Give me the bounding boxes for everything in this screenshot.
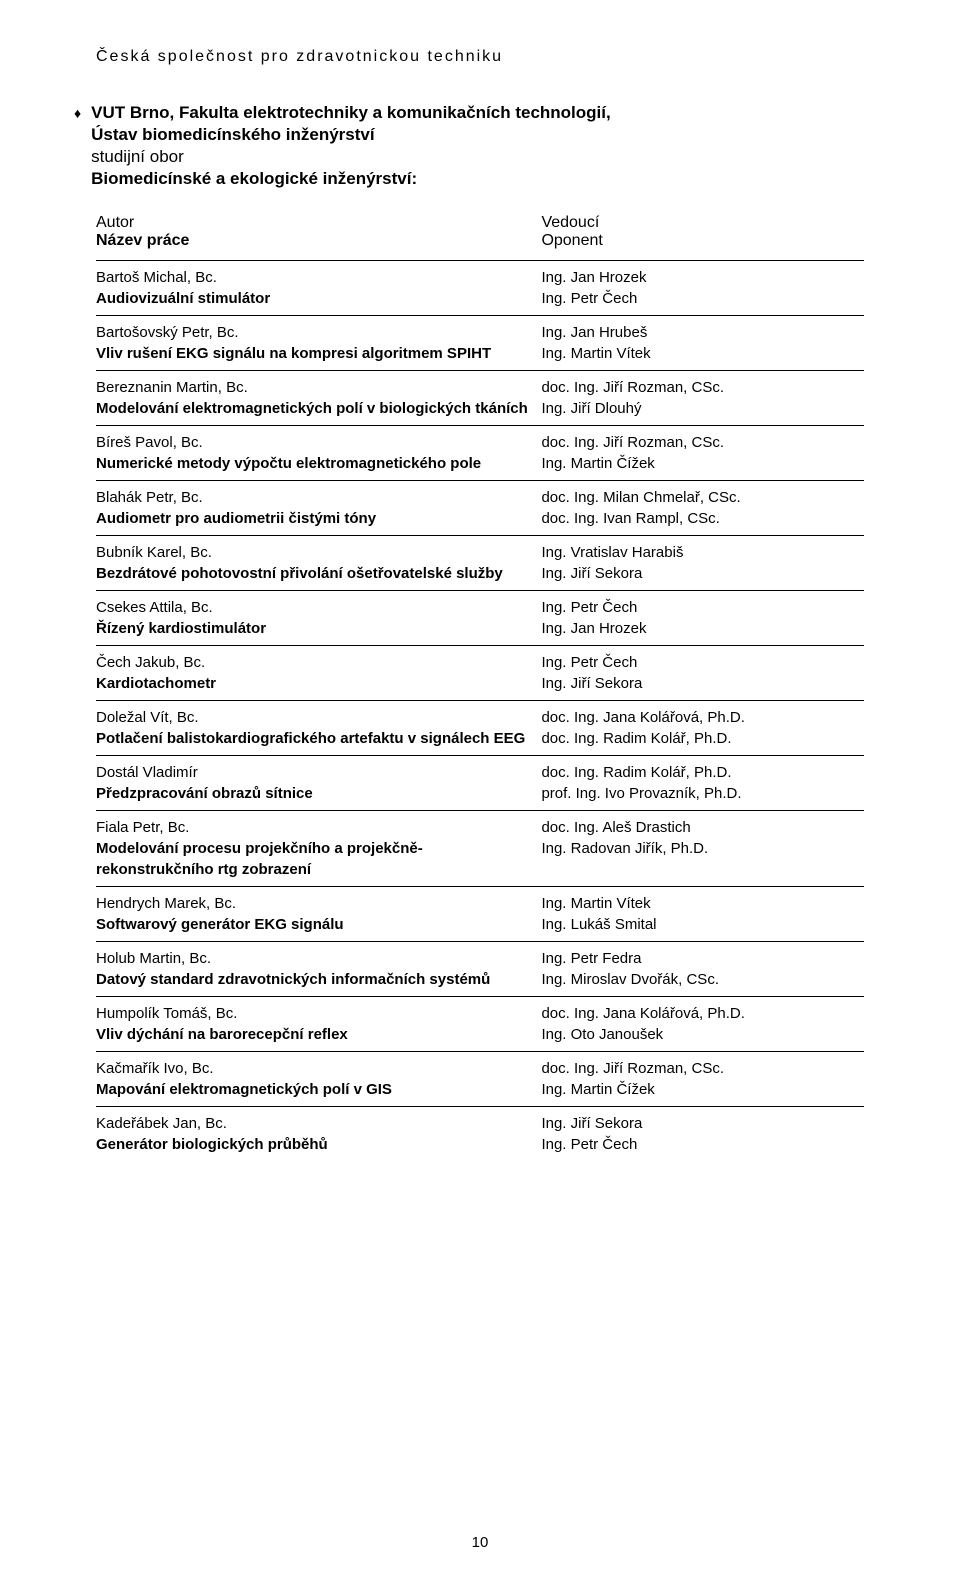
col-author: Autor bbox=[96, 214, 541, 232]
entry-row: Hendrych Marek, Bc.Ing. Martin VítekSoft… bbox=[96, 886, 864, 941]
entry-supervisor: Ing. Vratislav Harabiš bbox=[541, 542, 864, 563]
entry-opponent: doc. Ing. Radim Kolář, Ph.D. bbox=[541, 728, 864, 749]
entry-row: Bubník Karel, Bc.Ing. Vratislav HarabišB… bbox=[96, 535, 864, 590]
entry-title: Softwarový generátor EKG signálu bbox=[96, 914, 541, 935]
entry-author: Kadeřábek Jan, Bc. bbox=[96, 1113, 541, 1134]
entry-supervisor: Ing. Jiří Sekora bbox=[541, 1113, 864, 1134]
entry-opponent: Ing. Lukáš Smital bbox=[541, 914, 864, 935]
uni-line-4: Biomedicínské a ekologické inženýrství: bbox=[91, 168, 864, 190]
entry-supervisor: Ing. Petr Fedra bbox=[541, 948, 864, 969]
entry-row: Humpolík Tomáš, Bc.doc. Ing. Jana Kolářo… bbox=[96, 996, 864, 1051]
entry-supervisor: Ing. Martin Vítek bbox=[541, 893, 864, 914]
entry-row: Čech Jakub, Bc.Ing. Petr ČechKardiotacho… bbox=[96, 645, 864, 700]
entry-row: Doležal Vít, Bc.doc. Ing. Jana Kolářová,… bbox=[96, 700, 864, 755]
entry-row: Kadeřábek Jan, Bc.Ing. Jiří SekoraGenerá… bbox=[96, 1106, 864, 1161]
entry-supervisor: Ing. Petr Čech bbox=[541, 597, 864, 618]
entry-supervisor: doc. Ing. Milan Chmelař, CSc. bbox=[541, 487, 864, 508]
entry-title: Audiometr pro audiometrii čistými tóny bbox=[96, 508, 541, 529]
entry-supervisor: doc. Ing. Jiří Rozman, CSc. bbox=[541, 432, 864, 453]
entry-title: Generátor biologických průběhů bbox=[96, 1134, 541, 1155]
entry-opponent: Ing. Jiří Dlouhý bbox=[541, 398, 864, 419]
entry-row: Csekes Attila, Bc.Ing. Petr ČechŘízený k… bbox=[96, 590, 864, 645]
entry-supervisor: Ing. Petr Čech bbox=[541, 652, 864, 673]
col-supervisor: Vedoucí bbox=[541, 214, 864, 232]
entry-supervisor: doc. Ing. Jiří Rozman, CSc. bbox=[541, 377, 864, 398]
column-headers: Autor Název práce Vedoucí Oponent bbox=[96, 214, 864, 250]
entry-supervisor: Ing. Jan Hrozek bbox=[541, 267, 864, 288]
entry-author: Bubník Karel, Bc. bbox=[96, 542, 541, 563]
entry-opponent: Ing. Martin Čížek bbox=[541, 453, 864, 474]
entry-author: Bartošovský Petr, Bc. bbox=[96, 322, 541, 343]
entry-author: Fiala Petr, Bc. bbox=[96, 817, 541, 838]
entry-title: Modelování elektromagnetických polí v bi… bbox=[96, 398, 541, 419]
entry-supervisor: doc. Ing. Aleš Drastich bbox=[541, 817, 864, 838]
entry-opponent: Ing. Jiří Sekora bbox=[541, 673, 864, 694]
entry-title: Řízený kardiostimulátor bbox=[96, 618, 541, 639]
entry-supervisor: doc. Ing. Jana Kolářová, Ph.D. bbox=[541, 1003, 864, 1024]
entry-author: Bartoš Michal, Bc. bbox=[96, 267, 541, 288]
col-title: Název práce bbox=[96, 232, 541, 250]
entry-author: Dostál Vladimír bbox=[96, 762, 541, 783]
entry-title: Kardiotachometr bbox=[96, 673, 541, 694]
entry-supervisor: Ing. Jan Hrubeš bbox=[541, 322, 864, 343]
bullet-diamond-icon: ♦ bbox=[74, 102, 81, 124]
col-opponent: Oponent bbox=[541, 232, 864, 250]
org-header: Česká společnost pro zdravotnickou techn… bbox=[96, 48, 864, 66]
entry-title: Mapování elektromagnetických polí v GIS bbox=[96, 1079, 541, 1100]
entry-author: Blahák Petr, Bc. bbox=[96, 487, 541, 508]
entry-opponent: Ing. Oto Janoušek bbox=[541, 1024, 864, 1045]
entry-title: Modelování procesu projekčního a projekč… bbox=[96, 838, 541, 880]
entries-list: Bartoš Michal, Bc.Ing. Jan HrozekAudiovi… bbox=[96, 260, 864, 1161]
entry-row: Bartošovský Petr, Bc.Ing. Jan HrubešVliv… bbox=[96, 315, 864, 370]
entry-title: Numerické metody výpočtu elektromagnetic… bbox=[96, 453, 541, 474]
entry-title: Potlačení balistokardiografického artefa… bbox=[96, 728, 541, 749]
entry-author: Humpolík Tomáš, Bc. bbox=[96, 1003, 541, 1024]
entry-row: Bartoš Michal, Bc.Ing. Jan HrozekAudiovi… bbox=[96, 260, 864, 315]
entry-row: Dostál Vladimírdoc. Ing. Radim Kolář, Ph… bbox=[96, 755, 864, 810]
entry-row: Bereznanin Martin, Bc.doc. Ing. Jiří Roz… bbox=[96, 370, 864, 425]
entry-title: Audiovizuální stimulátor bbox=[96, 288, 541, 309]
entry-row: Kačmařík Ivo, Bc.doc. Ing. Jiří Rozman, … bbox=[96, 1051, 864, 1106]
entry-author: Doležal Vít, Bc. bbox=[96, 707, 541, 728]
uni-line-2: Ústav biomedicínského inženýrství bbox=[91, 124, 864, 146]
entry-title: Bezdrátové pohotovostní přivolání ošetřo… bbox=[96, 563, 541, 584]
page-number: 10 bbox=[0, 1534, 960, 1551]
entry-opponent: Ing. Miroslav Dvořák, CSc. bbox=[541, 969, 864, 990]
entry-opponent: doc. Ing. Ivan Rampl, CSc. bbox=[541, 508, 864, 529]
entry-supervisor: doc. Ing. Jana Kolářová, Ph.D. bbox=[541, 707, 864, 728]
entry-supervisor: doc. Ing. Jiří Rozman, CSc. bbox=[541, 1058, 864, 1079]
entry-row: Bíreš Pavol, Bc.doc. Ing. Jiří Rozman, C… bbox=[96, 425, 864, 480]
entry-opponent: Ing. Radovan Jiřík, Ph.D. bbox=[541, 838, 864, 880]
entry-opponent: prof. Ing. Ivo Provazník, Ph.D. bbox=[541, 783, 864, 804]
entry-author: Holub Martin, Bc. bbox=[96, 948, 541, 969]
entry-title: Datový standard zdravotnických informačn… bbox=[96, 969, 541, 990]
entry-supervisor: doc. Ing. Radim Kolář, Ph.D. bbox=[541, 762, 864, 783]
entry-opponent: Ing. Petr Čech bbox=[541, 1134, 864, 1155]
entry-row: Fiala Petr, Bc.doc. Ing. Aleš DrastichMo… bbox=[96, 810, 864, 886]
entry-title: Vliv dýchání na barorecepční reflex bbox=[96, 1024, 541, 1045]
entry-opponent: Ing. Petr Čech bbox=[541, 288, 864, 309]
entry-author: Hendrych Marek, Bc. bbox=[96, 893, 541, 914]
university-block: ♦ VUT Brno, Fakulta elektrotechniky a ko… bbox=[96, 102, 864, 190]
entry-opponent: Ing. Jiří Sekora bbox=[541, 563, 864, 584]
entry-author: Bíreš Pavol, Bc. bbox=[96, 432, 541, 453]
entry-author: Kačmařík Ivo, Bc. bbox=[96, 1058, 541, 1079]
uni-line-1: VUT Brno, Fakulta elektrotechniky a komu… bbox=[91, 102, 864, 124]
entry-author: Csekes Attila, Bc. bbox=[96, 597, 541, 618]
entry-opponent: Ing. Martin Čížek bbox=[541, 1079, 864, 1100]
entry-author: Čech Jakub, Bc. bbox=[96, 652, 541, 673]
entry-row: Holub Martin, Bc.Ing. Petr FedraDatový s… bbox=[96, 941, 864, 996]
entry-opponent: Ing. Jan Hrozek bbox=[541, 618, 864, 639]
entry-title: Vliv rušení EKG signálu na kompresi algo… bbox=[96, 343, 541, 364]
entry-author: Bereznanin Martin, Bc. bbox=[96, 377, 541, 398]
entry-row: Blahák Petr, Bc.doc. Ing. Milan Chmelař,… bbox=[96, 480, 864, 535]
uni-line-3: studijní obor bbox=[91, 146, 864, 168]
entry-title: Předzpracování obrazů sítnice bbox=[96, 783, 541, 804]
entry-opponent: Ing. Martin Vítek bbox=[541, 343, 864, 364]
